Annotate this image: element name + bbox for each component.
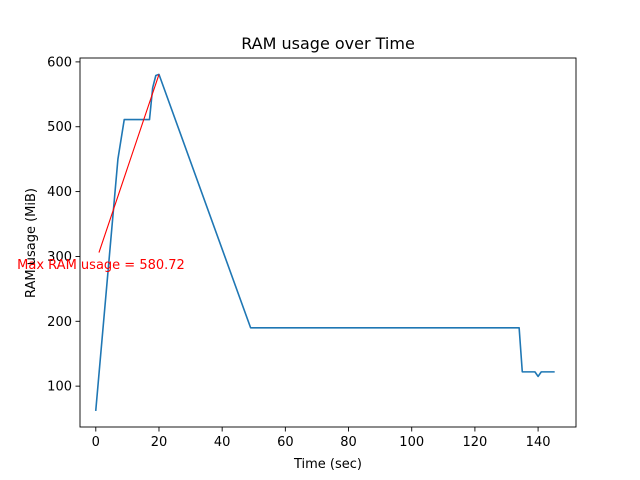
y-tick-label: 500 — [47, 120, 72, 135]
x-tick-label: 100 — [399, 435, 424, 450]
x-tick-label: 140 — [526, 435, 551, 450]
series-line-0 — [94, 73, 555, 412]
y-tick-label: 200 — [47, 315, 72, 330]
axes-layer: 0 20 40 60 80 100 120 140 100 200 300 400 500 600 — [47, 55, 577, 450]
chart-title: RAM usage over Time — [241, 34, 415, 53]
x-tick-label: 40 — [214, 435, 231, 450]
x-tick-label: 120 — [462, 435, 487, 450]
y-tick-label: 300 — [47, 250, 72, 265]
x-axis-label: Time (sec) — [293, 457, 362, 472]
x-tick-label: 20 — [151, 435, 168, 450]
y-tick-label: 400 — [47, 185, 72, 200]
x-tick-label: 80 — [340, 435, 357, 450]
x-tick-label: 60 — [277, 435, 294, 450]
annotation-layer: Max RAM usage = 580.72 — [17, 74, 185, 273]
y-axis-label: RAM usage (MiB) — [24, 188, 39, 298]
plot-data-layer — [94, 73, 555, 412]
y-tick-label: 100 — [47, 380, 72, 395]
y-tick-label: 600 — [47, 55, 72, 70]
x-tick-label: 0 — [92, 435, 100, 450]
plot-frame — [79, 57, 577, 428]
annotation-arrow — [98, 74, 160, 253]
annotation-label: Max RAM usage = 580.72 — [17, 258, 185, 273]
